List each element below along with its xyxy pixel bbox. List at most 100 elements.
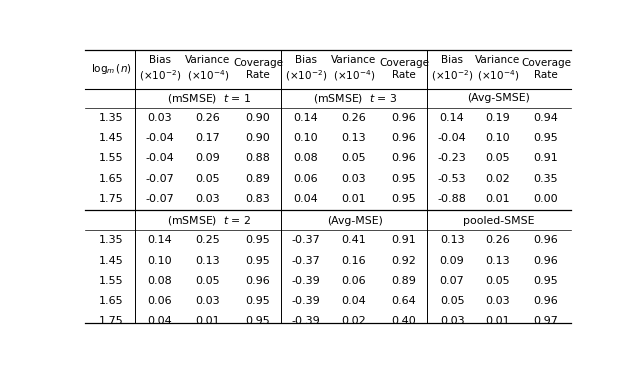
Text: 0.05: 0.05	[196, 174, 220, 184]
Text: 1.35: 1.35	[99, 236, 124, 245]
Text: 0.13: 0.13	[342, 133, 366, 144]
Text: 1.45: 1.45	[99, 255, 124, 265]
Text: -0.88: -0.88	[438, 194, 467, 204]
Text: 0.26: 0.26	[486, 236, 510, 245]
Text: 0.13: 0.13	[196, 255, 220, 265]
Text: 0.03: 0.03	[196, 194, 220, 204]
Text: -0.39: -0.39	[292, 316, 321, 326]
Text: 0.91: 0.91	[534, 153, 558, 163]
Text: -0.53: -0.53	[438, 174, 467, 184]
Text: 0.00: 0.00	[534, 194, 558, 204]
Text: -0.37: -0.37	[292, 255, 321, 265]
Text: 1.65: 1.65	[99, 296, 124, 306]
Text: 0.01: 0.01	[342, 194, 366, 204]
Text: -0.39: -0.39	[292, 276, 321, 286]
Text: Coverage
Rate: Coverage Rate	[521, 58, 571, 80]
Text: 0.96: 0.96	[246, 276, 270, 286]
Text: 0.14: 0.14	[294, 113, 318, 123]
Text: 0.25: 0.25	[195, 236, 220, 245]
Text: -0.04: -0.04	[145, 153, 174, 163]
Text: 0.05: 0.05	[486, 153, 510, 163]
Text: 0.05: 0.05	[342, 153, 366, 163]
Text: 0.07: 0.07	[440, 276, 465, 286]
Text: 0.09: 0.09	[440, 255, 465, 265]
Text: 0.03: 0.03	[440, 316, 465, 326]
Text: 0.64: 0.64	[392, 296, 417, 306]
Text: 0.14: 0.14	[440, 113, 465, 123]
Text: (mSMSE)  $t$ = 3: (mSMSE) $t$ = 3	[313, 92, 397, 105]
Text: 0.03: 0.03	[342, 174, 366, 184]
Text: 0.95: 0.95	[246, 296, 270, 306]
Text: 0.95: 0.95	[246, 316, 270, 326]
Text: 1.75: 1.75	[99, 316, 124, 326]
Text: 0.95: 0.95	[534, 133, 558, 144]
Text: Bias
($\times10^{-2}$): Bias ($\times10^{-2}$)	[285, 55, 327, 83]
Text: 0.95: 0.95	[246, 236, 270, 245]
Text: 0.88: 0.88	[246, 153, 271, 163]
Text: 0.83: 0.83	[246, 194, 270, 204]
Text: pooled-SMSE: pooled-SMSE	[463, 216, 535, 226]
Text: 0.05: 0.05	[440, 296, 465, 306]
Text: 0.02: 0.02	[486, 174, 510, 184]
Text: 0.01: 0.01	[486, 316, 510, 326]
Text: 0.08: 0.08	[294, 153, 318, 163]
Text: 0.06: 0.06	[294, 174, 318, 184]
Text: -0.04: -0.04	[438, 133, 467, 144]
Text: 0.13: 0.13	[440, 236, 465, 245]
Text: 1.65: 1.65	[99, 174, 124, 184]
Text: 0.89: 0.89	[392, 276, 417, 286]
Text: 0.19: 0.19	[486, 113, 510, 123]
Text: 0.04: 0.04	[147, 316, 172, 326]
Text: 0.96: 0.96	[392, 113, 417, 123]
Text: (Avg-SMSE): (Avg-SMSE)	[468, 93, 531, 103]
Text: 0.05: 0.05	[486, 276, 510, 286]
Text: 0.16: 0.16	[342, 255, 366, 265]
Text: 0.10: 0.10	[486, 133, 510, 144]
Text: Variance
($\times10^{-4}$): Variance ($\times10^{-4}$)	[476, 55, 520, 83]
Text: (mSMSE)  $t$ = 2: (mSMSE) $t$ = 2	[167, 214, 251, 227]
Text: 0.02: 0.02	[342, 316, 366, 326]
Text: 0.17: 0.17	[195, 133, 220, 144]
Text: Coverage
Rate: Coverage Rate	[379, 58, 429, 80]
Text: 0.03: 0.03	[196, 296, 220, 306]
Text: $\log_m(n)$: $\log_m(n)$	[91, 62, 131, 76]
Text: 0.96: 0.96	[534, 236, 558, 245]
Text: 0.08: 0.08	[147, 276, 172, 286]
Text: 0.91: 0.91	[392, 236, 417, 245]
Text: 0.96: 0.96	[392, 153, 417, 163]
Text: 0.95: 0.95	[246, 255, 270, 265]
Text: 1.45: 1.45	[99, 133, 124, 144]
Text: -0.37: -0.37	[292, 236, 321, 245]
Text: 0.03: 0.03	[486, 296, 510, 306]
Text: 0.94: 0.94	[534, 113, 559, 123]
Text: 0.10: 0.10	[294, 133, 318, 144]
Text: 0.01: 0.01	[196, 316, 220, 326]
Text: -0.07: -0.07	[145, 174, 174, 184]
Text: -0.39: -0.39	[292, 296, 321, 306]
Text: Variance
($\times10^{-4}$): Variance ($\times10^{-4}$)	[332, 55, 376, 83]
Text: -0.23: -0.23	[438, 153, 467, 163]
Text: 0.14: 0.14	[147, 236, 172, 245]
Text: 0.96: 0.96	[534, 255, 558, 265]
Text: 0.09: 0.09	[195, 153, 220, 163]
Text: 0.05: 0.05	[196, 276, 220, 286]
Text: -0.04: -0.04	[145, 133, 174, 144]
Text: 0.92: 0.92	[392, 255, 417, 265]
Text: 0.40: 0.40	[392, 316, 417, 326]
Text: Bias
($\times10^{-2}$): Bias ($\times10^{-2}$)	[139, 55, 181, 83]
Text: (Avg-MSE): (Avg-MSE)	[327, 216, 383, 226]
Text: 0.95: 0.95	[534, 276, 558, 286]
Text: Coverage
Rate: Coverage Rate	[233, 58, 283, 80]
Text: 0.06: 0.06	[342, 276, 366, 286]
Text: 0.03: 0.03	[148, 113, 172, 123]
Text: 0.89: 0.89	[246, 174, 271, 184]
Text: 0.97: 0.97	[534, 316, 559, 326]
Text: 1.55: 1.55	[99, 276, 124, 286]
Text: Variance
($\times10^{-4}$): Variance ($\times10^{-4}$)	[185, 55, 230, 83]
Text: 0.90: 0.90	[246, 133, 270, 144]
Text: 1.35: 1.35	[99, 113, 124, 123]
Text: 0.96: 0.96	[392, 133, 417, 144]
Text: 0.96: 0.96	[534, 296, 558, 306]
Text: 0.26: 0.26	[195, 113, 220, 123]
Text: 0.95: 0.95	[392, 174, 417, 184]
